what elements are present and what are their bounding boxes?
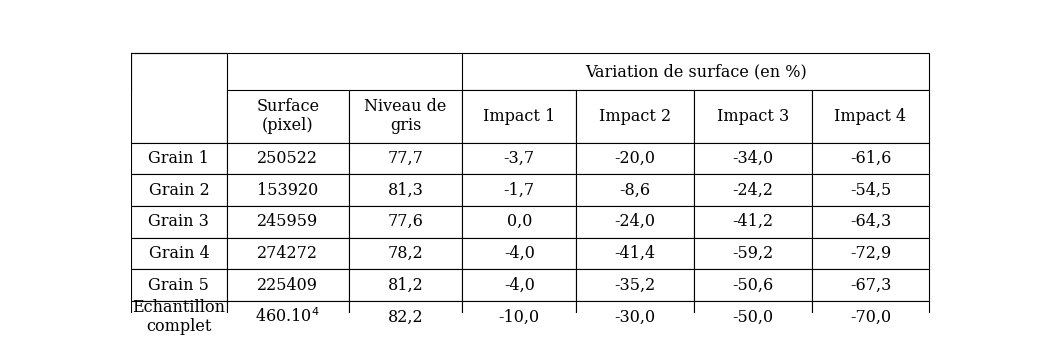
Bar	[226, 238, 349, 269]
Bar	[462, 269, 576, 301]
Bar	[131, 269, 226, 301]
Bar	[349, 143, 462, 174]
Bar	[462, 53, 930, 90]
Text: Grain 1: Grain 1	[149, 150, 210, 167]
Bar	[349, 174, 462, 206]
Text: 77,7: 77,7	[388, 150, 423, 167]
Text: -67,3: -67,3	[850, 277, 891, 294]
Bar	[131, 206, 226, 238]
Bar	[349, 90, 462, 143]
Bar	[694, 301, 811, 333]
Text: -50,0: -50,0	[733, 308, 773, 326]
Text: -20,0: -20,0	[614, 150, 655, 167]
Text: Impact 2: Impact 2	[598, 108, 671, 125]
Bar	[226, 269, 349, 301]
Bar	[694, 143, 811, 174]
Text: -50,6: -50,6	[733, 277, 773, 294]
Bar	[694, 206, 811, 238]
Bar	[226, 90, 349, 143]
Text: -30,0: -30,0	[614, 308, 656, 326]
Text: -64,3: -64,3	[850, 213, 891, 230]
Bar	[694, 90, 811, 143]
Text: 82,2: 82,2	[388, 308, 423, 326]
Bar	[226, 174, 349, 206]
Bar	[349, 206, 462, 238]
Text: Variation de surface (en %): Variation de surface (en %)	[585, 63, 807, 80]
Text: -41,2: -41,2	[733, 213, 773, 230]
Text: -34,0: -34,0	[733, 150, 773, 167]
Text: -8,6: -8,6	[619, 182, 651, 199]
Text: Niveau de
gris: Niveau de gris	[365, 98, 446, 134]
Text: -59,2: -59,2	[733, 245, 773, 262]
Text: 78,2: 78,2	[388, 245, 423, 262]
Bar	[811, 206, 930, 238]
Text: -4,0: -4,0	[504, 277, 534, 294]
Bar	[131, 143, 226, 174]
Text: 274272: 274272	[257, 245, 319, 262]
Bar	[349, 301, 462, 333]
Bar	[811, 143, 930, 174]
Bar	[462, 174, 576, 206]
Text: -1,7: -1,7	[504, 182, 534, 199]
Text: -72,9: -72,9	[850, 245, 891, 262]
Text: 250522: 250522	[257, 150, 319, 167]
Text: -70,0: -70,0	[850, 308, 891, 326]
Bar	[462, 143, 576, 174]
Bar	[131, 301, 226, 333]
Text: -35,2: -35,2	[614, 277, 656, 294]
Bar	[576, 238, 694, 269]
Bar	[349, 269, 462, 301]
Bar	[131, 174, 226, 206]
Bar	[462, 206, 576, 238]
Bar	[811, 238, 930, 269]
Text: -41,4: -41,4	[614, 245, 656, 262]
Bar	[576, 269, 694, 301]
Bar	[226, 301, 349, 333]
Bar	[462, 90, 576, 143]
Text: Grain 2: Grain 2	[149, 182, 210, 199]
Bar	[694, 174, 811, 206]
Text: -24,0: -24,0	[614, 213, 655, 230]
Text: Impact 1: Impact 1	[483, 108, 555, 125]
Text: -3,7: -3,7	[504, 150, 534, 167]
Text: Grain 4: Grain 4	[149, 245, 210, 262]
Text: Impact 3: Impact 3	[717, 108, 789, 125]
Bar	[811, 174, 930, 206]
Bar	[462, 301, 576, 333]
Bar	[349, 238, 462, 269]
Text: Impact 4: Impact 4	[834, 108, 907, 125]
Text: 153920: 153920	[257, 182, 319, 199]
Bar	[131, 53, 226, 143]
Text: 77,6: 77,6	[388, 213, 423, 230]
Text: 81,3: 81,3	[388, 182, 423, 199]
Text: 0,0: 0,0	[506, 213, 532, 230]
Bar	[226, 206, 349, 238]
Text: -54,5: -54,5	[850, 182, 891, 199]
Bar	[576, 174, 694, 206]
Bar	[811, 269, 930, 301]
Text: -4,0: -4,0	[504, 245, 534, 262]
Text: Grain 5: Grain 5	[149, 277, 210, 294]
Bar	[462, 238, 576, 269]
Bar	[811, 301, 930, 333]
Bar	[226, 143, 349, 174]
Text: 81,2: 81,2	[388, 277, 423, 294]
Text: 460.10$^{4}$: 460.10$^{4}$	[256, 308, 320, 326]
Text: Surface
(pixel): Surface (pixel)	[256, 98, 320, 134]
Bar	[694, 269, 811, 301]
Text: Grain 3: Grain 3	[149, 213, 210, 230]
Text: -24,2: -24,2	[733, 182, 773, 199]
Bar	[811, 90, 930, 143]
Text: -10,0: -10,0	[499, 308, 540, 326]
Bar	[576, 301, 694, 333]
Bar	[694, 238, 811, 269]
Text: 245959: 245959	[257, 213, 319, 230]
Bar	[131, 238, 226, 269]
Bar	[576, 143, 694, 174]
Bar	[576, 90, 694, 143]
Text: Echantillon
complet: Echantillon complet	[132, 298, 225, 335]
Text: 225409: 225409	[257, 277, 319, 294]
Bar	[576, 206, 694, 238]
Text: -61,6: -61,6	[850, 150, 891, 167]
